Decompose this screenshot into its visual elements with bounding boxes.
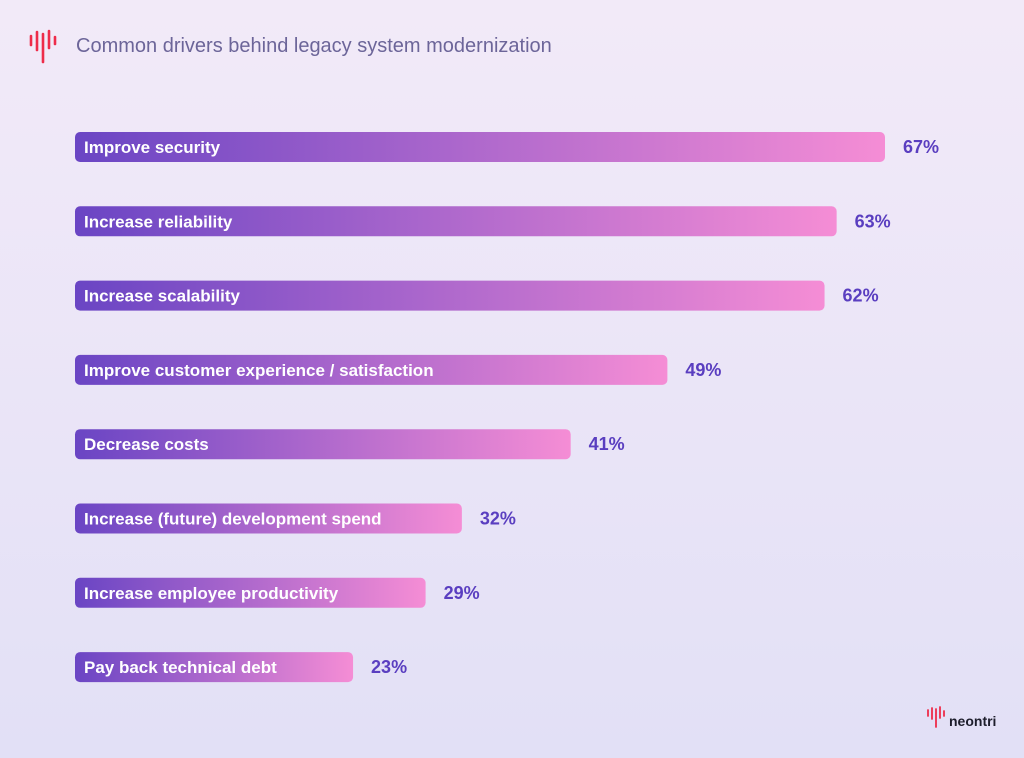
bar-category-label: Increase reliability bbox=[84, 212, 233, 231]
brand-name: neontri bbox=[949, 713, 997, 729]
bar bbox=[75, 206, 837, 237]
bar bbox=[75, 354, 668, 385]
bar bbox=[75, 429, 571, 460]
bar-category-label: Improve customer experience / satisfacti… bbox=[84, 361, 434, 380]
bar-value-label: 49% bbox=[685, 360, 721, 380]
bar bbox=[75, 132, 885, 162]
bar-category-label: Increase (future) development spend bbox=[84, 510, 382, 529]
brand-footer: neontri bbox=[926, 706, 996, 728]
bar-value-label: 23% bbox=[371, 657, 407, 677]
bar bbox=[75, 652, 354, 683]
bar bbox=[75, 503, 462, 534]
bar-category-label: Pay back technical debt bbox=[84, 658, 277, 677]
bar-category-label: Improve security bbox=[84, 138, 221, 157]
chart-title: Common drivers behind legacy system mode… bbox=[76, 34, 552, 57]
bar-value-label: 63% bbox=[855, 211, 891, 231]
bar-value-label: 62% bbox=[843, 286, 879, 306]
bar-value-label: 32% bbox=[480, 509, 516, 529]
bar bbox=[75, 577, 426, 608]
neontri-logo-icon bbox=[927, 706, 945, 728]
bar bbox=[75, 280, 825, 311]
bar-value-label: 41% bbox=[589, 434, 625, 454]
bar-value-label: 67% bbox=[903, 137, 939, 157]
bar-category-label: Increase scalability bbox=[84, 287, 240, 306]
header: Common drivers behind legacy system mode… bbox=[28, 28, 552, 64]
bar-category-label: Decrease costs bbox=[84, 435, 209, 454]
neontri-logo-icon bbox=[29, 29, 57, 64]
bar-category-label: Increase employee productivity bbox=[84, 584, 339, 603]
bar-value-label: 29% bbox=[444, 583, 480, 603]
